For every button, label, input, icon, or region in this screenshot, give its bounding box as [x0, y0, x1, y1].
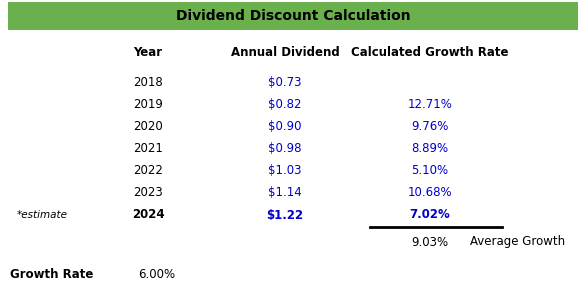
Text: 2023: 2023: [133, 187, 163, 199]
Text: 10.68%: 10.68%: [408, 187, 452, 199]
Text: *estimate: *estimate: [17, 210, 68, 220]
Text: 9.03%: 9.03%: [411, 236, 448, 249]
Text: Year: Year: [134, 46, 162, 59]
Text: 6.00%: 6.00%: [138, 269, 175, 282]
Text: Dividend Discount Calculation: Dividend Discount Calculation: [176, 9, 410, 23]
Text: $1.22: $1.22: [267, 208, 304, 222]
Text: 12.71%: 12.71%: [407, 98, 452, 112]
Text: Growth Rate: Growth Rate: [10, 269, 93, 282]
Text: $0.73: $0.73: [268, 77, 302, 90]
Text: 7.02%: 7.02%: [410, 208, 451, 222]
Text: 2018: 2018: [133, 77, 163, 90]
Text: $0.82: $0.82: [268, 98, 302, 112]
Text: 9.76%: 9.76%: [411, 121, 449, 133]
FancyBboxPatch shape: [8, 2, 578, 30]
Text: 2021: 2021: [133, 143, 163, 156]
Text: 2022: 2022: [133, 164, 163, 177]
Text: $0.98: $0.98: [268, 143, 302, 156]
Text: 5.10%: 5.10%: [411, 164, 448, 177]
Text: 8.89%: 8.89%: [411, 143, 448, 156]
Text: 2019: 2019: [133, 98, 163, 112]
Text: $0.90: $0.90: [268, 121, 302, 133]
Text: Calculated Growth Rate: Calculated Growth Rate: [351, 46, 509, 59]
Text: 2024: 2024: [132, 208, 164, 222]
Text: Average Growth: Average Growth: [470, 236, 565, 249]
Text: Annual Dividend: Annual Dividend: [231, 46, 339, 59]
Text: $1.03: $1.03: [268, 164, 302, 177]
Text: $1.14: $1.14: [268, 187, 302, 199]
Text: 2020: 2020: [133, 121, 163, 133]
